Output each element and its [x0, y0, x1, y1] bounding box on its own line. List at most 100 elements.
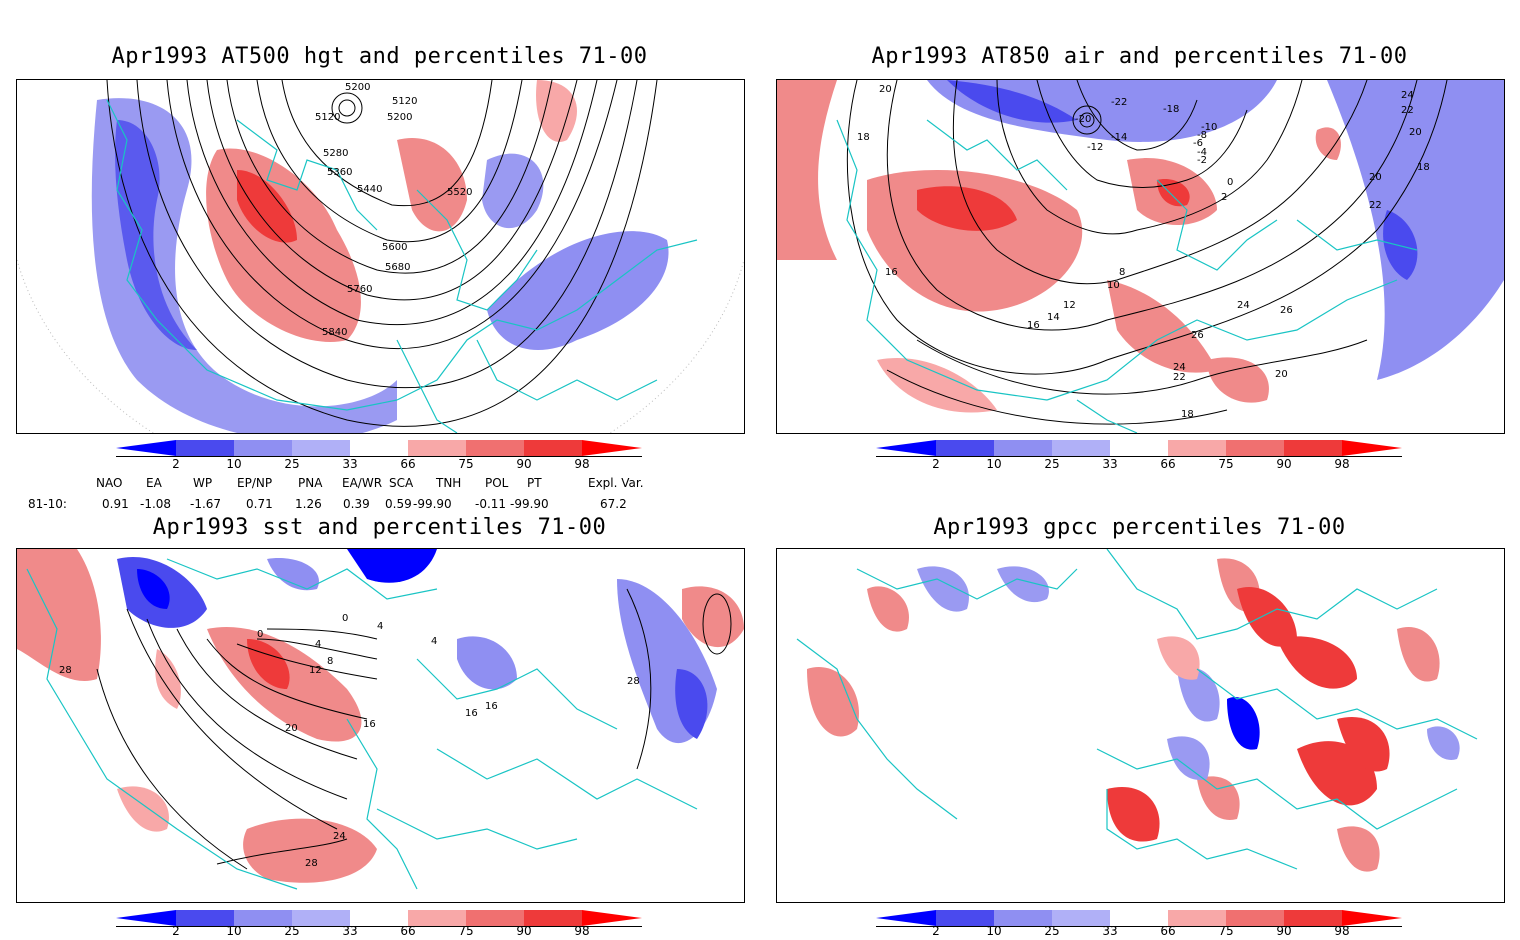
colorbar-label: 66: [400, 924, 416, 938]
map-panel-1: 5200 5120 5120 5200 5280 5360 5440 5520 …: [16, 79, 745, 434]
contour-label: 10: [1107, 280, 1120, 291]
contour-label: 24: [1173, 362, 1186, 373]
contour-label: -18: [1163, 104, 1179, 115]
colorbar-label: 25: [1044, 457, 1060, 471]
shade-red-east: [397, 138, 467, 232]
colorbar-1: [116, 440, 642, 457]
contour-label: 8: [1119, 267, 1125, 278]
colorbar-label: 2: [172, 457, 180, 471]
contour-label: 16: [465, 708, 478, 719]
contour-label: 2: [1221, 192, 1227, 203]
index-header: POL: [485, 476, 509, 490]
contour-label: 20: [879, 84, 892, 95]
contour-label: 26: [1191, 330, 1204, 341]
colorbar-label: 33: [1102, 924, 1118, 938]
colorbar-label: 25: [284, 924, 300, 938]
contour-label: 16: [885, 267, 898, 278]
contour-labels-3: 28 0 4 0 4 8 12 16 20 16 16 4 24 28 28: [59, 613, 640, 869]
index-header: NAO: [96, 476, 123, 490]
map-2: [777, 80, 1504, 433]
index-header: EP/NP: [237, 476, 273, 490]
panel-3-title: Apr1993 sst and percentiles 71-00: [152, 515, 607, 540]
index-header: SCA: [389, 476, 414, 490]
map-panel-3: 28 0 4 0 4 8 12 16 20 16 16 4 24 28 28: [16, 548, 745, 903]
panel-2-title: Apr1993 AT850 air and percentiles 71-00: [871, 44, 1408, 69]
contour-label: 12: [1063, 300, 1076, 311]
colorbar-label: 33: [342, 924, 358, 938]
colorbar-label: 33: [342, 457, 358, 471]
contour-label: 8: [327, 656, 333, 667]
panel-4-title: Apr1993 gpcc percentiles 71-00: [933, 515, 1346, 540]
contour-label: -6: [1193, 138, 1203, 149]
colorbar-label: 98: [574, 457, 590, 471]
index-header: PT: [527, 476, 542, 490]
index-header: Expl. Var.: [588, 476, 644, 490]
colorbar-label: 66: [1160, 457, 1176, 471]
contour-label: 4: [315, 639, 321, 650]
contour-labels-2: 20 18 -20 -22 -18 -14 -12 -10 -8 -6 -4 -…: [857, 84, 1430, 420]
contour-label: 16: [485, 701, 498, 712]
contour-label: 5120: [315, 112, 340, 123]
map-3: [17, 549, 744, 890]
contour-label: 5360: [327, 167, 352, 178]
contour-label: -2: [1197, 155, 1207, 166]
index-value: 1.26: [295, 497, 322, 511]
colorbar-label: 98: [1334, 924, 1350, 938]
contour-label: -10: [1201, 122, 1217, 133]
contour-label: -4: [1197, 147, 1207, 158]
index-header: EA: [146, 476, 162, 490]
contour-label: 0: [257, 629, 263, 640]
colorbar-label: 66: [400, 457, 416, 471]
contour-label: 22: [1401, 105, 1414, 116]
index-value: -99.90: [413, 497, 452, 511]
contour-label: 28: [59, 665, 72, 676]
index-value: -99.90: [510, 497, 549, 511]
contour-label: 0: [1227, 177, 1233, 188]
colorbar-label: 98: [1334, 457, 1350, 471]
contour-labels-1: 5200 5120 5120 5200 5280 5360 5440 5520 …: [315, 82, 472, 338]
contour-label: -12: [1087, 142, 1103, 153]
colorbar-label: 25: [1044, 924, 1060, 938]
contour-label: -22: [1111, 97, 1127, 108]
map-1: [17, 80, 744, 433]
contour-label: 5120: [392, 96, 417, 107]
contour-label: 24: [1401, 90, 1414, 101]
contour-label: 4: [431, 636, 437, 647]
index-value: 67.2: [600, 497, 627, 511]
index-row-label: 81-10:: [28, 497, 67, 511]
contour-label: 20: [1369, 172, 1382, 183]
shade-red-strong: [237, 170, 297, 243]
contour-label: 24: [333, 831, 346, 842]
contour-label: -14: [1111, 132, 1127, 143]
index-header: WP: [193, 476, 213, 490]
colorbar-label: 10: [226, 457, 242, 471]
contour-label: 5280: [323, 148, 348, 159]
contour-label: -20: [1075, 114, 1091, 125]
contour-label: 16: [1027, 320, 1040, 331]
shade-red-n: [536, 80, 577, 142]
index-value: -1.67: [190, 497, 222, 511]
contour-label: 18: [1181, 409, 1194, 420]
colorbar-4: [876, 910, 1402, 927]
contour-label: 28: [305, 858, 318, 869]
contour-label: 24: [1237, 300, 1250, 311]
colorbar-label: 90: [516, 457, 532, 471]
colorbar-label: 75: [1218, 924, 1234, 938]
contour-label: 5600: [382, 242, 407, 253]
contour-label: 0: [342, 613, 348, 624]
contour-label: 5680: [385, 262, 410, 273]
colorbar-label: 90: [1276, 924, 1292, 938]
index-header: PNA: [298, 476, 323, 490]
colorbar-label: 90: [516, 924, 532, 938]
contour-label: 5840: [322, 327, 347, 338]
map-4: [796, 549, 1478, 872]
contour-label: 18: [1417, 162, 1430, 173]
map-panel-4: [776, 548, 1505, 903]
contour-label: 22: [1173, 372, 1186, 383]
index-value: -1.08: [140, 497, 172, 511]
colorbar-label: 98: [574, 924, 590, 938]
colorbar-label: 75: [458, 457, 474, 471]
colorbar-label: 10: [986, 457, 1002, 471]
colorbar-label: 90: [1276, 457, 1292, 471]
colorbar-label: 2: [932, 924, 940, 938]
